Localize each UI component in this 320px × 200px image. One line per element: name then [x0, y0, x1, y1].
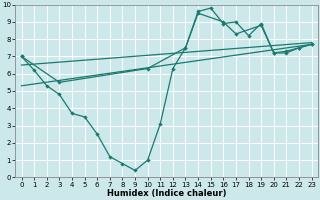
X-axis label: Humidex (Indice chaleur): Humidex (Indice chaleur)	[107, 189, 226, 198]
